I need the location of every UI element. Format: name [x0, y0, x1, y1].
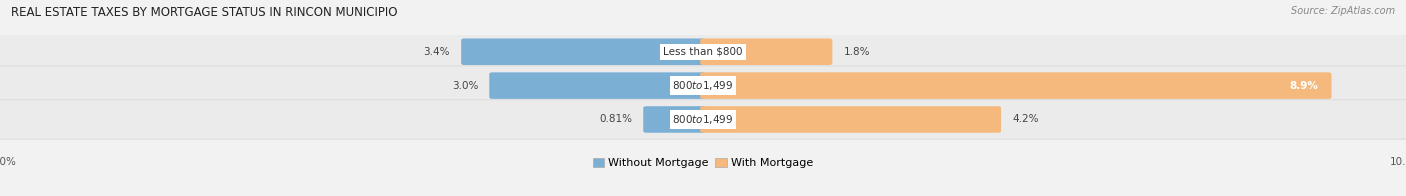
Text: 3.0%: 3.0%	[451, 81, 478, 91]
Text: 3.4%: 3.4%	[423, 47, 450, 57]
FancyBboxPatch shape	[0, 32, 1406, 71]
Text: Source: ZipAtlas.com: Source: ZipAtlas.com	[1291, 6, 1395, 16]
FancyBboxPatch shape	[700, 38, 832, 65]
Text: 8.9%: 8.9%	[1289, 81, 1319, 91]
Text: 1.8%: 1.8%	[844, 47, 870, 57]
FancyBboxPatch shape	[461, 38, 706, 65]
FancyBboxPatch shape	[489, 72, 706, 99]
FancyBboxPatch shape	[0, 66, 1406, 105]
FancyBboxPatch shape	[644, 106, 706, 133]
FancyBboxPatch shape	[0, 100, 1406, 139]
Text: 0.81%: 0.81%	[599, 114, 633, 124]
Text: REAL ESTATE TAXES BY MORTGAGE STATUS IN RINCON MUNICIPIO: REAL ESTATE TAXES BY MORTGAGE STATUS IN …	[11, 6, 398, 19]
FancyBboxPatch shape	[700, 72, 1331, 99]
FancyBboxPatch shape	[700, 106, 1001, 133]
Text: Less than $800: Less than $800	[664, 47, 742, 57]
Text: 4.2%: 4.2%	[1012, 114, 1039, 124]
Legend: Without Mortgage, With Mortgage: Without Mortgage, With Mortgage	[593, 158, 813, 169]
Text: $800 to $1,499: $800 to $1,499	[672, 113, 734, 126]
Text: $800 to $1,499: $800 to $1,499	[672, 79, 734, 92]
